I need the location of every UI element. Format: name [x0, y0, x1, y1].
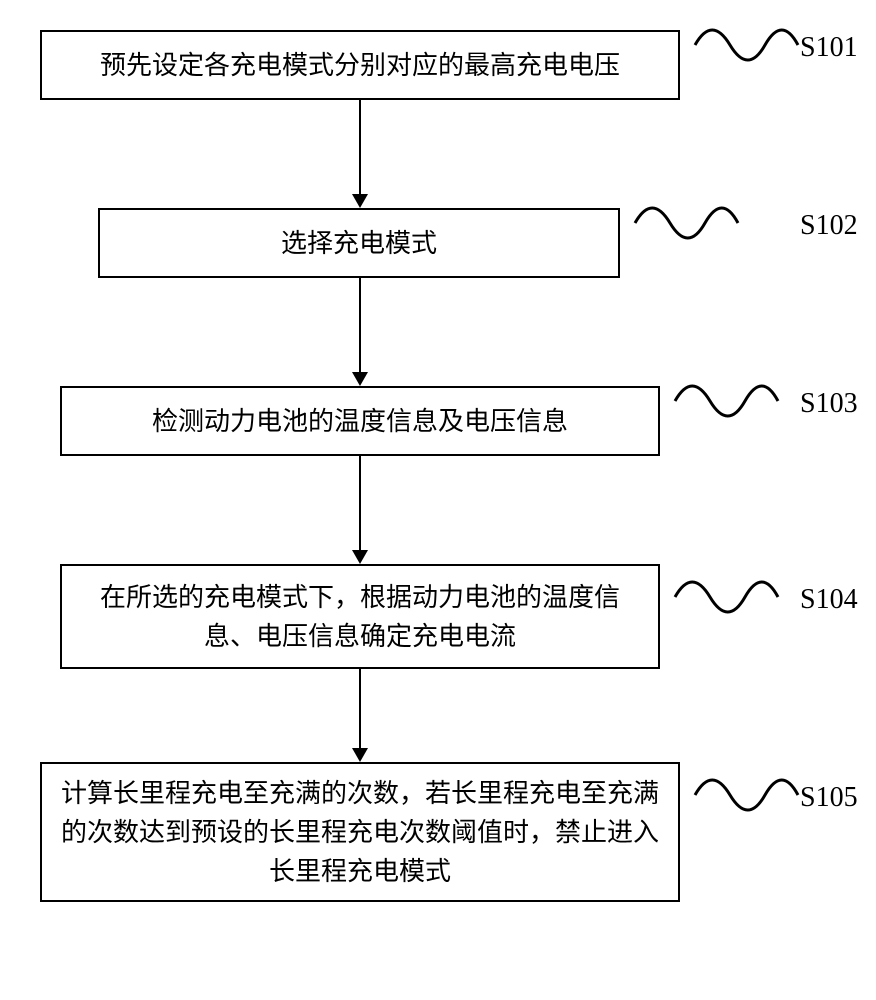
connector-wave — [670, 376, 780, 426]
connector-wave — [690, 20, 800, 70]
arrow-connector — [40, 669, 740, 762]
arrow-head-icon — [352, 372, 368, 386]
arrow-connector — [40, 278, 740, 386]
step-box: 选择充电模式 — [98, 208, 620, 278]
flowchart-step: 计算长里程充电至充满的次数，若长里程充电至充满的次数达到预设的长里程充电次数阈值… — [40, 762, 740, 902]
step-box: 预先设定各充电模式分别对应的最高充电电压 — [40, 30, 680, 100]
arrow-connector — [40, 456, 740, 564]
arrow-head-icon — [352, 194, 368, 208]
arrow-line — [359, 100, 361, 194]
step-box: 计算长里程充电至充满的次数，若长里程充电至充满的次数达到预设的长里程充电次数阈值… — [40, 762, 680, 902]
flowchart-step: 检测动力电池的温度信息及电压信息S103 — [40, 386, 740, 456]
flowchart-step: 预先设定各充电模式分别对应的最高充电电压S101 — [40, 30, 740, 100]
arrow-line — [359, 456, 361, 550]
flowchart-step: 在所选的充电模式下，根据动力电池的温度信息、电压信息确定充电电流S104 — [40, 564, 740, 669]
connector-wave — [690, 770, 800, 820]
arrow-connector — [40, 100, 740, 208]
arrow-head-icon — [352, 550, 368, 564]
step-box: 在所选的充电模式下，根据动力电池的温度信息、电压信息确定充电电流 — [60, 564, 660, 669]
step-label: S104 — [800, 584, 858, 616]
arrow-line — [359, 669, 361, 748]
connector-wave — [670, 572, 780, 622]
step-label: S103 — [800, 388, 858, 420]
flowchart-container: 预先设定各充电模式分别对应的最高充电电压S101 选择充电模式S102 检测动力电池… — [40, 30, 740, 902]
step-label: S101 — [800, 32, 858, 64]
arrow-line — [359, 278, 361, 372]
step-label: S105 — [800, 782, 858, 814]
connector-wave — [630, 198, 740, 248]
step-label: S102 — [800, 210, 858, 242]
step-box: 检测动力电池的温度信息及电压信息 — [60, 386, 660, 456]
arrow-head-icon — [352, 748, 368, 762]
flowchart-step: 选择充电模式S102 — [40, 208, 740, 278]
